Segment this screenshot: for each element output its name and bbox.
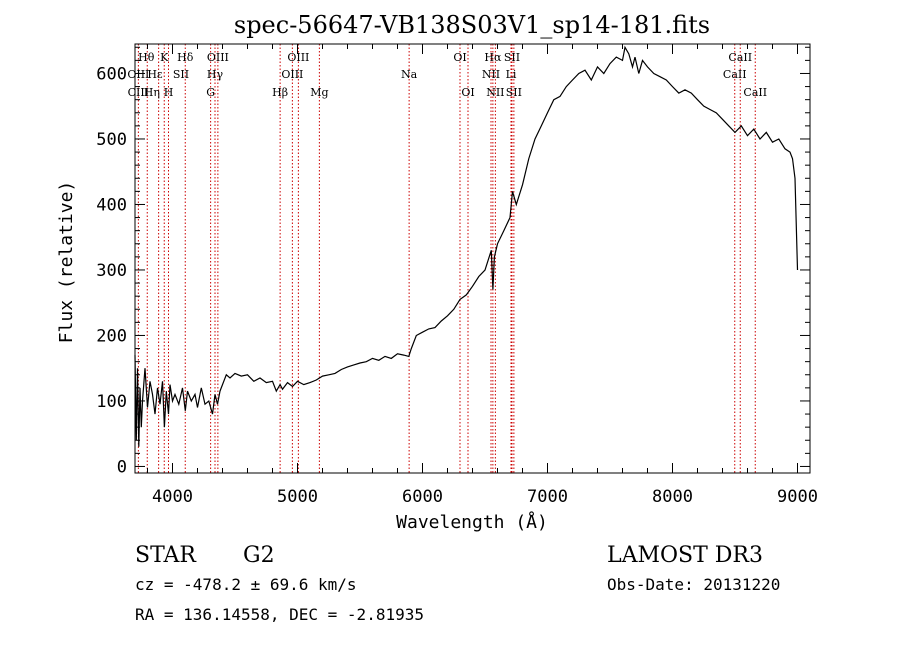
line-label-row2-7: Li <box>506 68 517 81</box>
line-label-row2-6: NII <box>482 68 500 81</box>
chart-title: spec-56647-VB138S03V1_sp14-181.fits <box>234 11 710 39</box>
coordinates: RA = 136.14558, DEC = -2.81935 <box>135 605 424 624</box>
x-axis-label: Wavelength (Å) <box>396 511 548 533</box>
line-label-row3-4: Hβ <box>272 86 288 99</box>
line-label-row3-5: Mg <box>310 86 328 99</box>
y-tick-label-1: 100 <box>96 392 127 412</box>
line-label-row3-2: H <box>164 86 174 99</box>
line-label-row1-2: Hδ <box>177 51 194 64</box>
line-label-row2-0: OIII <box>127 68 149 81</box>
object-subclass: G2 <box>243 543 275 568</box>
observation-date: Obs-Date: 20131220 <box>607 575 780 594</box>
line-label-row1-1: K <box>160 51 169 64</box>
line-label-row1-6: Hα <box>484 51 502 64</box>
y-tick-label-6: 600 <box>96 64 127 84</box>
line-label-row2-3: Hγ <box>207 68 224 81</box>
line-label-row2-1: Hε <box>147 68 163 81</box>
line-label-row1-0: Hθ <box>138 51 155 64</box>
line-label-row3-6: OI <box>461 86 474 99</box>
line-label-row1-8: CaII <box>728 51 752 64</box>
y-axis-label: Flux (relative) <box>56 181 77 344</box>
object-class: STAR <box>135 543 197 568</box>
spectrum-line <box>134 45 799 447</box>
x-tick-label-4: 8000 <box>652 487 693 507</box>
y-tick-label-3: 300 <box>96 261 127 281</box>
line-label-row2-4: OIII <box>281 68 303 81</box>
y-tick-label-4: 400 <box>96 195 127 215</box>
line-label-row2-8: CaII <box>723 68 747 81</box>
line-label-row1-4: OIII <box>287 51 309 64</box>
line-label-row3-3: G <box>206 86 215 99</box>
y-tick-label-5: 500 <box>96 130 127 150</box>
x-tick-label-5: 9000 <box>777 487 818 507</box>
x-tick-label-2: 6000 <box>402 487 443 507</box>
line-label-row1-3: OIII <box>207 51 229 64</box>
line-label-row3-7: NII <box>486 86 504 99</box>
line-label-row1-5: OI <box>453 51 466 64</box>
y-tick-label-0: 0 <box>117 457 127 477</box>
x-axis-ticks: 4000 5000 6000 7000 8000 9000 <box>147 44 818 507</box>
spectral-line-markers <box>137 44 756 473</box>
line-label-row2-5: Na <box>401 68 418 81</box>
line-label-row3-8: SII <box>506 86 522 99</box>
line-label-row3-9: CaII <box>743 86 767 99</box>
survey-name: LAMOST DR3 <box>607 543 763 568</box>
line-label-row3-0: CIII <box>128 86 149 99</box>
line-label-row3-1: Hη <box>144 86 160 99</box>
x-tick-label-3: 7000 <box>527 487 568 507</box>
x-tick-label-0: 4000 <box>152 487 193 507</box>
line-label-row1-7: SII <box>504 51 520 64</box>
redshift-cz: cz = -478.2 ± 69.6 km/s <box>135 575 357 594</box>
x-tick-label-1: 5000 <box>277 487 318 507</box>
line-label-row2-2: SII <box>173 68 189 81</box>
y-axis-ticks: 0 100 200 300 400 500 600 <box>96 46 810 477</box>
y-tick-label-2: 200 <box>96 326 127 346</box>
